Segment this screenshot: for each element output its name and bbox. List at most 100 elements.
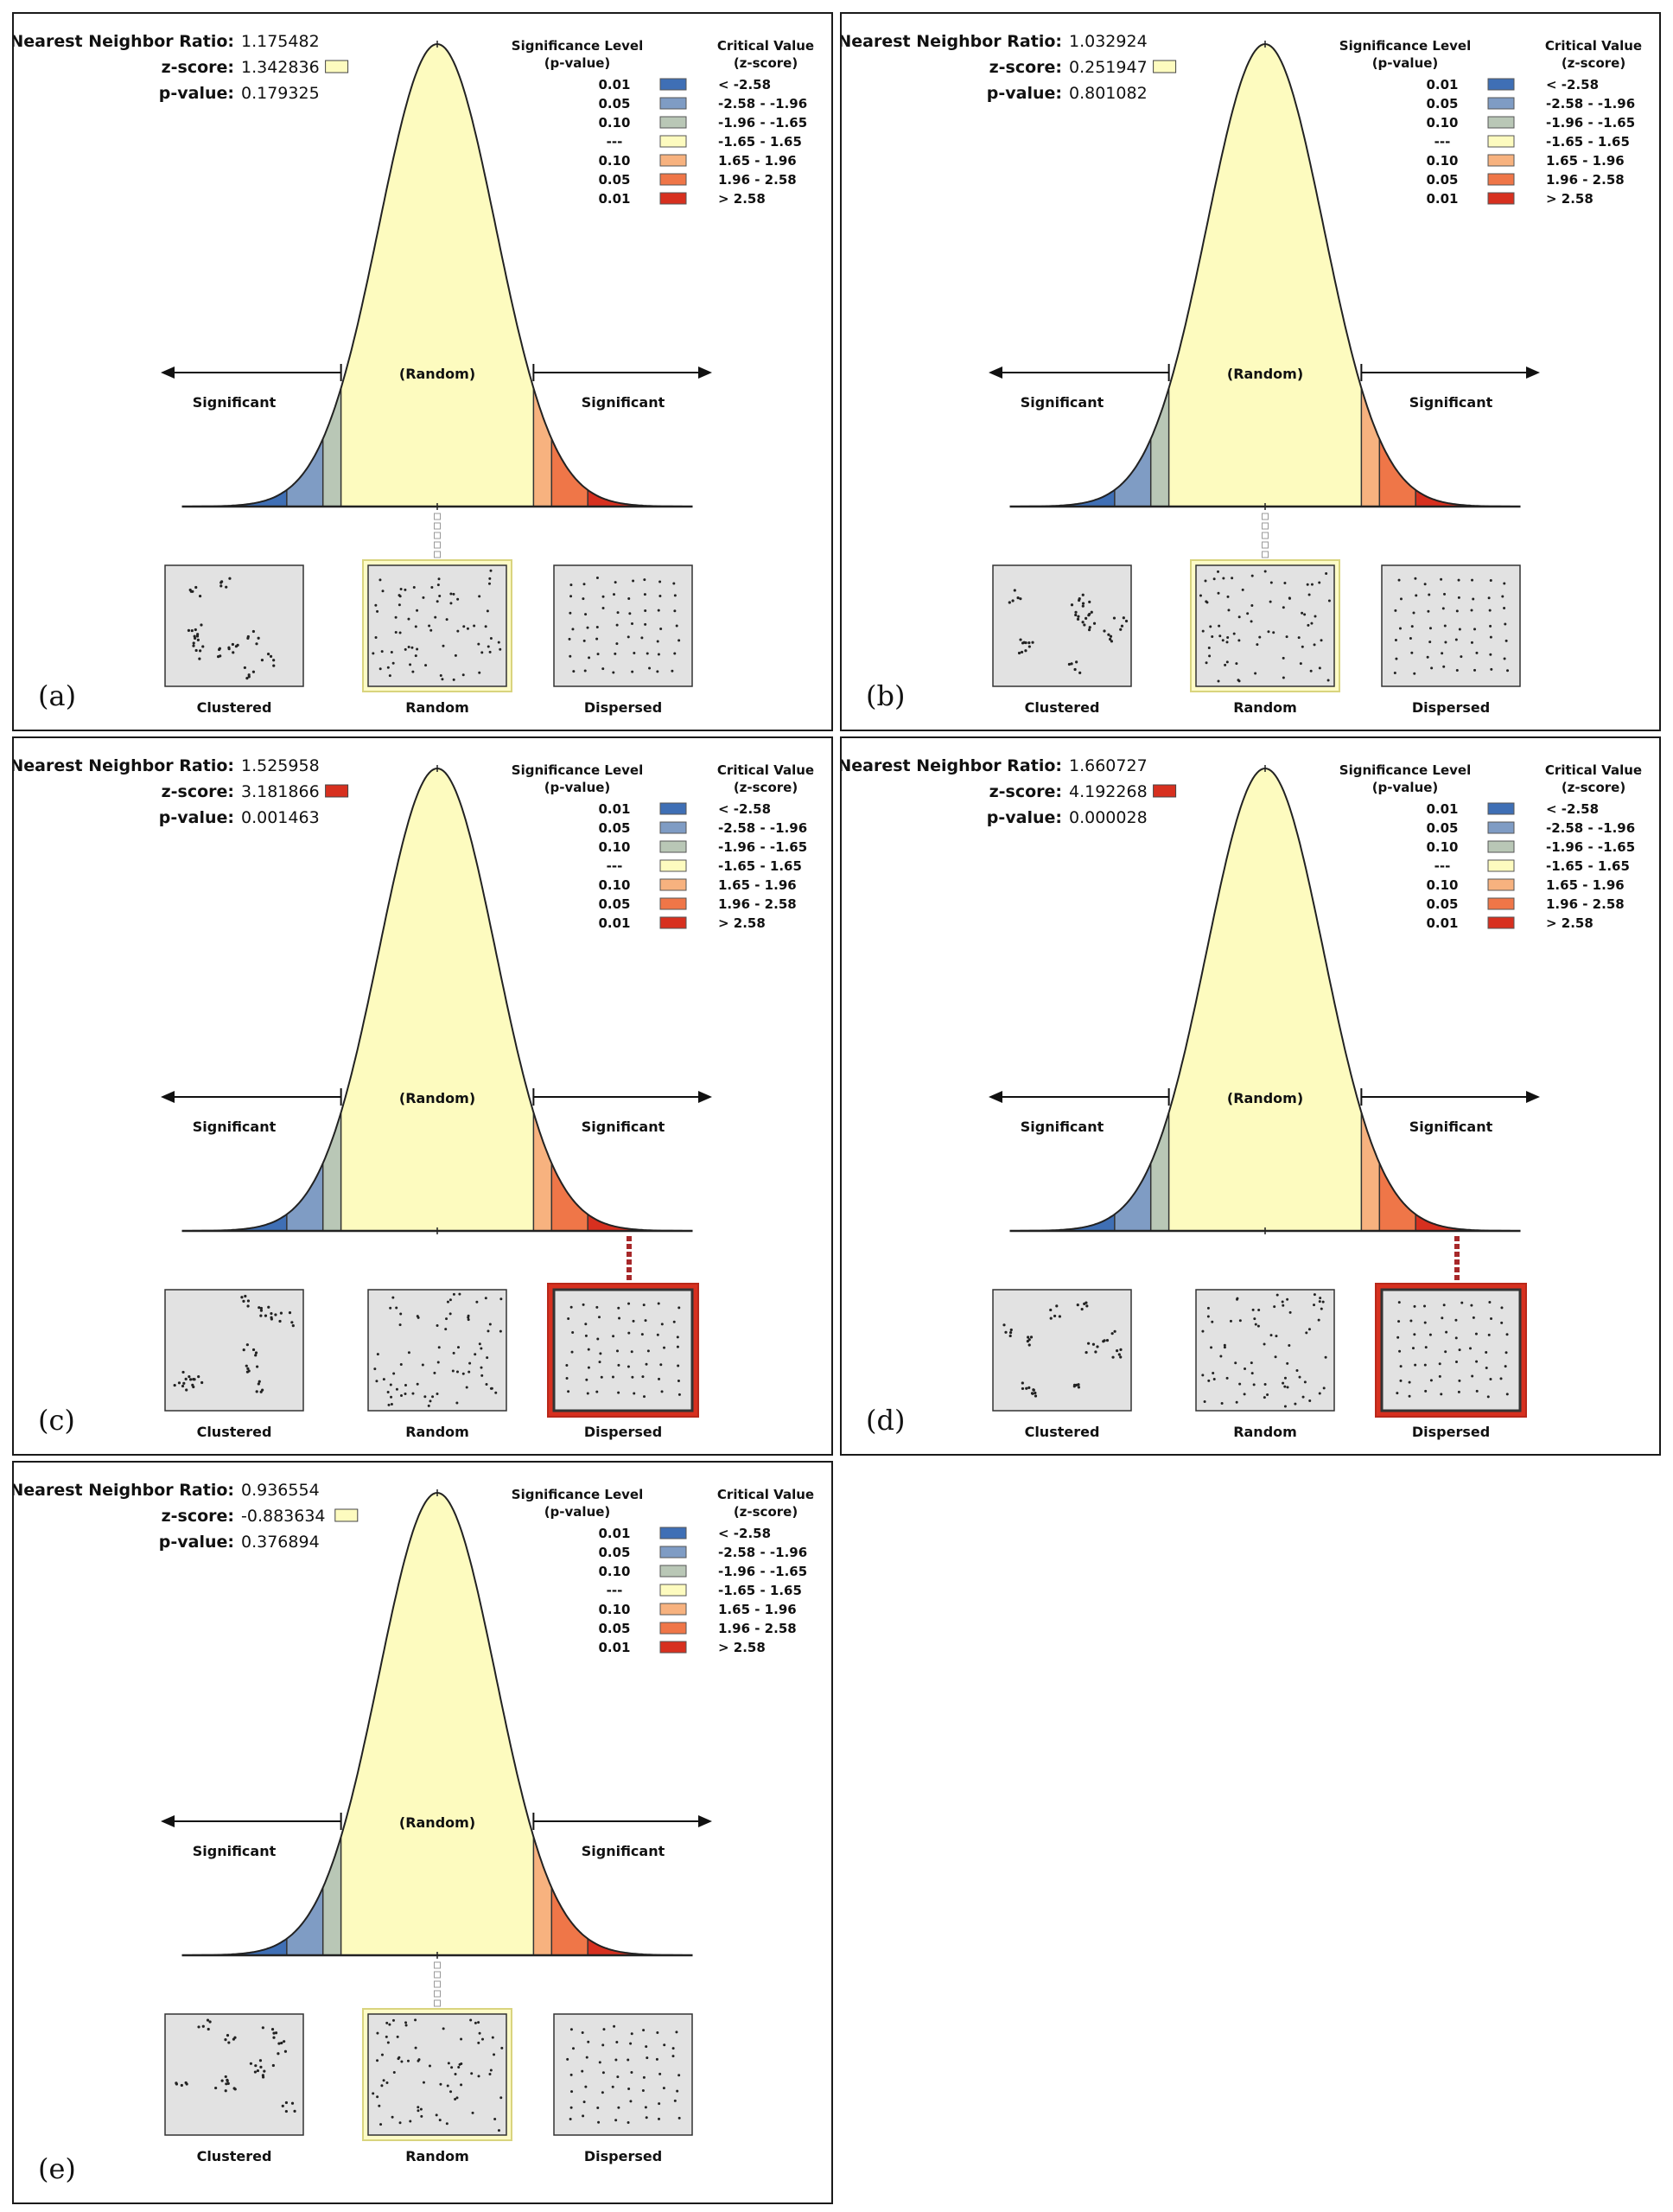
point-dot: [1111, 1355, 1115, 1359]
connector-dot: [627, 1259, 632, 1265]
legend-p-value: 0.01: [1426, 801, 1458, 817]
point-dot: [1470, 641, 1473, 644]
point-dot: [1081, 604, 1085, 608]
curve-band: [322, 387, 341, 507]
point-dot: [1318, 581, 1321, 584]
point-dot: [1326, 679, 1330, 682]
crit-header-sub: (z-score): [734, 1504, 798, 1520]
point-dot: [266, 653, 270, 656]
point-dot: [404, 588, 407, 591]
point-dot: [390, 651, 393, 654]
point-dot: [1458, 1379, 1461, 1382]
point-dot: [1034, 1394, 1038, 1398]
curve-band: [1361, 1112, 1380, 1231]
point-dot: [1458, 628, 1461, 631]
point-dot: [1263, 1342, 1266, 1346]
point-dot: [194, 648, 198, 653]
point-dot: [1305, 1331, 1308, 1335]
point-dot: [629, 2042, 633, 2045]
point-dot: [1490, 667, 1493, 671]
point-dot: [446, 2084, 449, 2088]
random-curve-label: (Random): [1227, 366, 1303, 382]
point-dot: [611, 1375, 614, 1379]
point-dot: [1234, 1361, 1237, 1365]
legend-p-value: 0.05: [1426, 172, 1458, 188]
point-dot: [478, 2031, 481, 2035]
legend-swatch: [1487, 916, 1515, 929]
pattern-caption-clustered: Clustered: [1025, 1424, 1100, 1440]
curve-band: [340, 1493, 534, 1955]
point-dot: [1081, 602, 1085, 605]
legend-p-value: 0.01: [598, 915, 630, 931]
point-dot: [1282, 1381, 1285, 1385]
point-dot: [256, 2069, 259, 2073]
point-dot: [1301, 645, 1304, 648]
point-dot: [1283, 1376, 1287, 1380]
point-dot: [582, 639, 586, 642]
point-dot: [407, 617, 410, 621]
legend-swatch: [659, 802, 687, 815]
point-dot: [478, 595, 481, 598]
legend-z-range: 1.96 - 2.58: [718, 172, 797, 188]
point-dot: [378, 667, 382, 671]
point-dot: [399, 1394, 403, 1398]
point-dot: [474, 1353, 477, 1356]
point-dot: [1438, 1362, 1441, 1366]
point-dot: [254, 1354, 258, 1357]
legend-swatch: [659, 821, 687, 834]
point-dot: [1211, 635, 1214, 639]
point-dot: [677, 1364, 680, 1367]
point-dot: [1119, 1348, 1123, 1351]
point-dot: [1423, 583, 1427, 586]
legend-z-range: 1.65 - 1.96: [718, 153, 797, 169]
point-dot: [1217, 679, 1220, 683]
point-dot: [260, 659, 264, 662]
point-dot: [388, 674, 391, 678]
point-dot: [595, 577, 599, 580]
point-dot: [1299, 662, 1302, 666]
point-dot: [1295, 1368, 1299, 1372]
point-dot: [188, 1374, 191, 1379]
point-dot: [199, 649, 202, 653]
point-dot: [1319, 1297, 1322, 1300]
point-dot: [587, 1366, 590, 1369]
point-dot: [569, 2028, 573, 2031]
point-dot: [497, 641, 500, 644]
point-dot: [1485, 1351, 1488, 1355]
point-dot: [1034, 1391, 1037, 1395]
nnr-label: Nearest Neighbor Ratio:: [14, 32, 234, 51]
point-dot: [1307, 1328, 1311, 1331]
point-dot: [499, 647, 502, 651]
point-dot: [677, 2116, 681, 2120]
point-dot: [1306, 583, 1309, 586]
point-dot: [1080, 1307, 1084, 1311]
legend-p-value: ---: [607, 1583, 623, 1598]
legend-p-value: ---: [1434, 858, 1451, 874]
point-dot: [189, 590, 193, 593]
point-dot: [1053, 1314, 1057, 1318]
point-dot: [1241, 588, 1244, 591]
point-dot: [1091, 1342, 1096, 1346]
right-arrow-head: [698, 1815, 712, 1827]
connector-dot: [1262, 513, 1269, 520]
point-dot: [677, 639, 681, 642]
legend-swatch: [659, 916, 687, 929]
point-dot: [612, 671, 615, 674]
point-dot: [392, 1372, 396, 1375]
legend-z-range: -2.58 - -1.96: [718, 96, 807, 112]
point-dot: [1429, 1379, 1433, 1382]
point-dot: [1475, 1389, 1479, 1393]
point-dot: [1442, 665, 1446, 668]
point-dot: [1472, 1316, 1475, 1319]
point-dot: [489, 569, 493, 572]
point-dot: [632, 1319, 635, 1323]
z-score-label: z-score:: [162, 782, 234, 801]
point-dot: [490, 1386, 493, 1390]
point-dot: [1236, 1297, 1239, 1301]
pattern-caption-dispersed: Dispersed: [584, 1424, 662, 1440]
legend-z-range: 1.65 - 1.96: [1546, 877, 1625, 893]
point-dot: [1505, 1393, 1509, 1396]
point-dot: [1256, 643, 1259, 647]
point-dot: [1110, 1332, 1114, 1335]
point-dot: [1399, 1365, 1403, 1368]
